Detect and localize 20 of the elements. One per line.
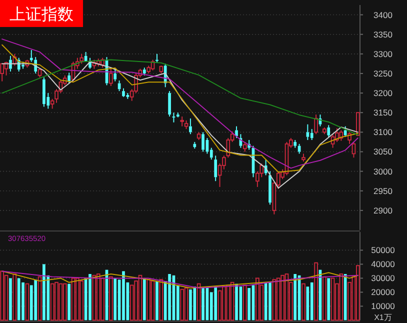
y-tick-label: 30000 bbox=[371, 273, 396, 284]
y-tick-label: 20000 bbox=[371, 287, 396, 298]
line-series bbox=[2, 61, 358, 189]
y-tick-label: 10000 bbox=[371, 301, 396, 312]
y-tick-label: 2950 bbox=[374, 186, 393, 196]
y-tick-label: 50000 bbox=[371, 245, 396, 256]
y-tick-label: 3400 bbox=[374, 10, 393, 20]
line-series bbox=[2, 270, 358, 288]
y-tick-label: 3100 bbox=[374, 127, 393, 138]
y-tick-label: 3150 bbox=[374, 108, 393, 118]
y-tick-label: 3050 bbox=[374, 146, 393, 157]
y-axis-title: X1万 bbox=[374, 313, 392, 322]
chart-title: 上证指数 bbox=[10, 6, 74, 24]
y-tick-label: 3300 bbox=[374, 48, 393, 59]
y-tick-label: 3250 bbox=[374, 68, 393, 78]
y-tick-label: 3200 bbox=[374, 88, 393, 98]
y-tick-label: 3000 bbox=[374, 166, 393, 176]
y-tick-label: 40000 bbox=[371, 259, 396, 270]
y-tick-label: 3350 bbox=[374, 29, 393, 40]
y-tick-label: 2900 bbox=[374, 205, 393, 216]
